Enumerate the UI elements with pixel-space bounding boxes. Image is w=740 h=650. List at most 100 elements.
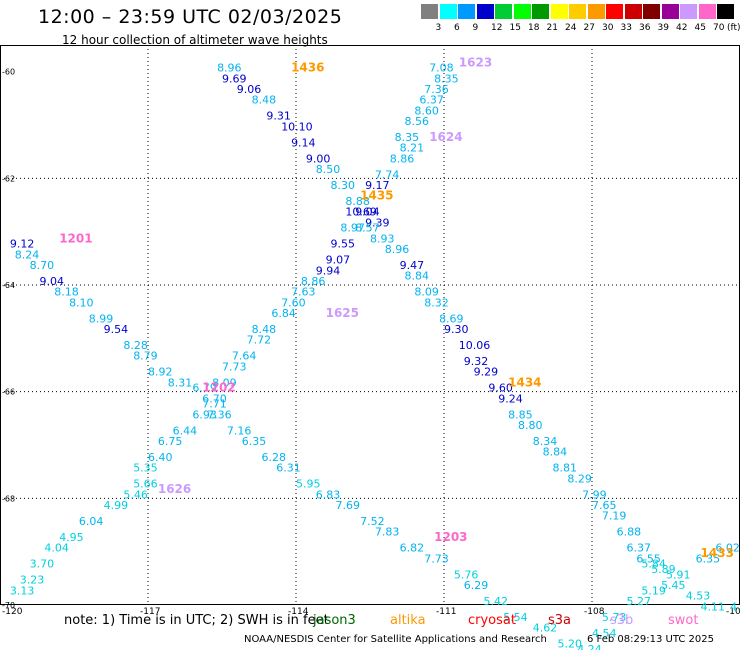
wave-height-point: 9.00 <box>306 152 331 165</box>
wave-height-point: 8.93 <box>370 232 395 245</box>
scale-label: 45 <box>694 23 706 33</box>
wave-height-point: 7.73 <box>424 552 449 565</box>
wave-height-point: 9.04 <box>39 275 64 288</box>
pass-time-label: 1203 <box>434 530 467 544</box>
wave-height-point: 7.16 <box>227 424 252 437</box>
scale-swatch <box>624 4 642 19</box>
wave-height-point: 5.73 <box>602 611 627 624</box>
wave-height-point: 4.24 <box>577 643 602 650</box>
chart-subtitle: 12 hour collection of altimeter wave hei… <box>62 33 328 47</box>
wave-height-point: 4.53 <box>686 590 711 603</box>
wave-height-point: 6.31 <box>276 462 301 475</box>
wave-height-point: 8.18 <box>54 286 78 299</box>
scale-swatch <box>661 4 679 19</box>
wave-height-point: 9.32 <box>464 355 489 368</box>
y-tick-label: -68 <box>2 494 15 503</box>
wave-height-point: 9.04 <box>355 206 380 219</box>
pass-time-label: 1626 <box>158 482 191 496</box>
wave-height-point: 5.20 <box>557 638 582 650</box>
wave-height-point: 6.79 <box>192 382 217 395</box>
wave-height-point: 4.99 <box>104 499 129 512</box>
pass-time-label: 1434 <box>508 375 541 389</box>
wave-height-point: 9.30 <box>444 323 469 336</box>
wave-height-point: 9.55 <box>331 238 356 251</box>
x-tick-label: -117 <box>140 607 160 617</box>
wave-height-point: 4.95 <box>59 531 83 544</box>
y-tick-label: -66 <box>2 388 15 397</box>
wave-height-point: 6.70 <box>202 392 227 405</box>
wave-height-point: 9.12 <box>10 238 35 251</box>
wave-height-point: 7.60 <box>281 296 306 309</box>
scale-swatch <box>476 4 494 19</box>
wave-height-point: 7.52 <box>360 515 385 528</box>
wave-height-point: 7.69 <box>335 499 360 512</box>
scale-label: 21 <box>546 23 558 33</box>
wave-height-point: 8.35 <box>395 131 420 144</box>
wave-height-point: 5.76 <box>454 568 479 581</box>
footer-timestamp: 6 Feb 08:29:13 UTC 2025 <box>587 634 714 645</box>
wave-height-point: 9.94 <box>316 264 341 277</box>
wave-height-point: 5.35 <box>133 462 158 475</box>
wave-height-point: 8.97 <box>340 222 365 235</box>
wave-height-point: 8.57 <box>355 222 380 235</box>
y-tick-label: -70 <box>2 601 15 610</box>
wave-height-point: 8.85 <box>508 408 532 421</box>
wave-height-point: 6.55 <box>636 552 661 565</box>
wave-height-point: 5.89 <box>651 563 676 576</box>
scale-swatch <box>513 4 531 19</box>
wave-height-point: 9.06 <box>237 83 261 96</box>
scale-swatch <box>458 4 475 19</box>
scale-label: 24 <box>565 23 577 33</box>
wave-height-point: 5.45 <box>661 579 686 592</box>
scale-label: 42 <box>676 23 688 33</box>
wave-height-point: 7.74 <box>375 168 400 181</box>
wave-height-point: 9.31 <box>266 110 291 123</box>
scale-swatch <box>643 4 660 19</box>
wave-height-point: 6.02 <box>715 542 740 555</box>
wave-height-point: 9.24 <box>498 392 523 405</box>
wave-height-point: 5.66 <box>133 478 158 491</box>
wave-height-point: 6.29 <box>464 579 489 592</box>
satellite-s3a: s3a <box>548 613 572 628</box>
wave-height-point: 6.84 <box>271 307 296 320</box>
x-tick-label: -114 <box>288 607 309 617</box>
scale-swatch <box>717 4 734 19</box>
wave-height-point: 8.48 <box>252 94 277 107</box>
wave-height-point: 8.81 <box>553 462 578 475</box>
wave-height-point: 10.06 <box>459 339 491 352</box>
wave-height-point: 5.84 <box>641 558 666 571</box>
wave-height-point: 6.35 <box>696 552 721 565</box>
pass-time-label: 1624 <box>429 130 462 144</box>
wave-height-point: 8.34 <box>533 435 558 448</box>
scale-swatch <box>698 4 716 19</box>
wave-height-point: 7.36 <box>424 83 449 96</box>
wave-height-point: 8.35 <box>434 72 459 85</box>
scale-label: 39 <box>657 23 669 33</box>
wave-height-point: 7.99 <box>582 488 607 501</box>
wave-height-point: 8.92 <box>148 366 173 379</box>
wave-height-point: 9.17 <box>365 179 390 192</box>
wave-height-point: 5.19 <box>641 584 666 597</box>
wave-height-point: 8.86 <box>390 152 415 165</box>
wave-height-point: 8.32 <box>424 296 449 309</box>
wave-height-point: 6.75 <box>158 435 183 448</box>
wave-height-point: 8.99 <box>89 312 114 325</box>
scale-swatch <box>550 4 568 19</box>
wave-height-point: 5.42 <box>483 595 508 608</box>
satellite-altika: altika <box>390 613 426 628</box>
wave-height-point: 5.46 <box>123 488 148 501</box>
wave-height-point: 7.71 <box>202 398 227 411</box>
wave-height-point: 6.44 <box>173 424 198 437</box>
wave-height-point: 6.37 <box>627 542 652 555</box>
wave-height-point: 8.79 <box>133 350 158 363</box>
scale-swatch <box>439 4 457 19</box>
footer-note: note: 1) Time is in UTC; 2) SWH is in fe… <box>64 613 329 628</box>
scale-swatch <box>532 4 549 19</box>
wave-height-point: 8.50 <box>316 163 341 176</box>
scale-label: 30 <box>602 23 614 33</box>
wave-height-point: 7.36 <box>207 408 232 421</box>
wave-height-point: 9.60 <box>488 382 513 395</box>
wave-height-point: 8.84 <box>543 446 568 459</box>
pass-time-label: 1436 <box>291 61 324 75</box>
scale-swatch <box>587 4 605 19</box>
